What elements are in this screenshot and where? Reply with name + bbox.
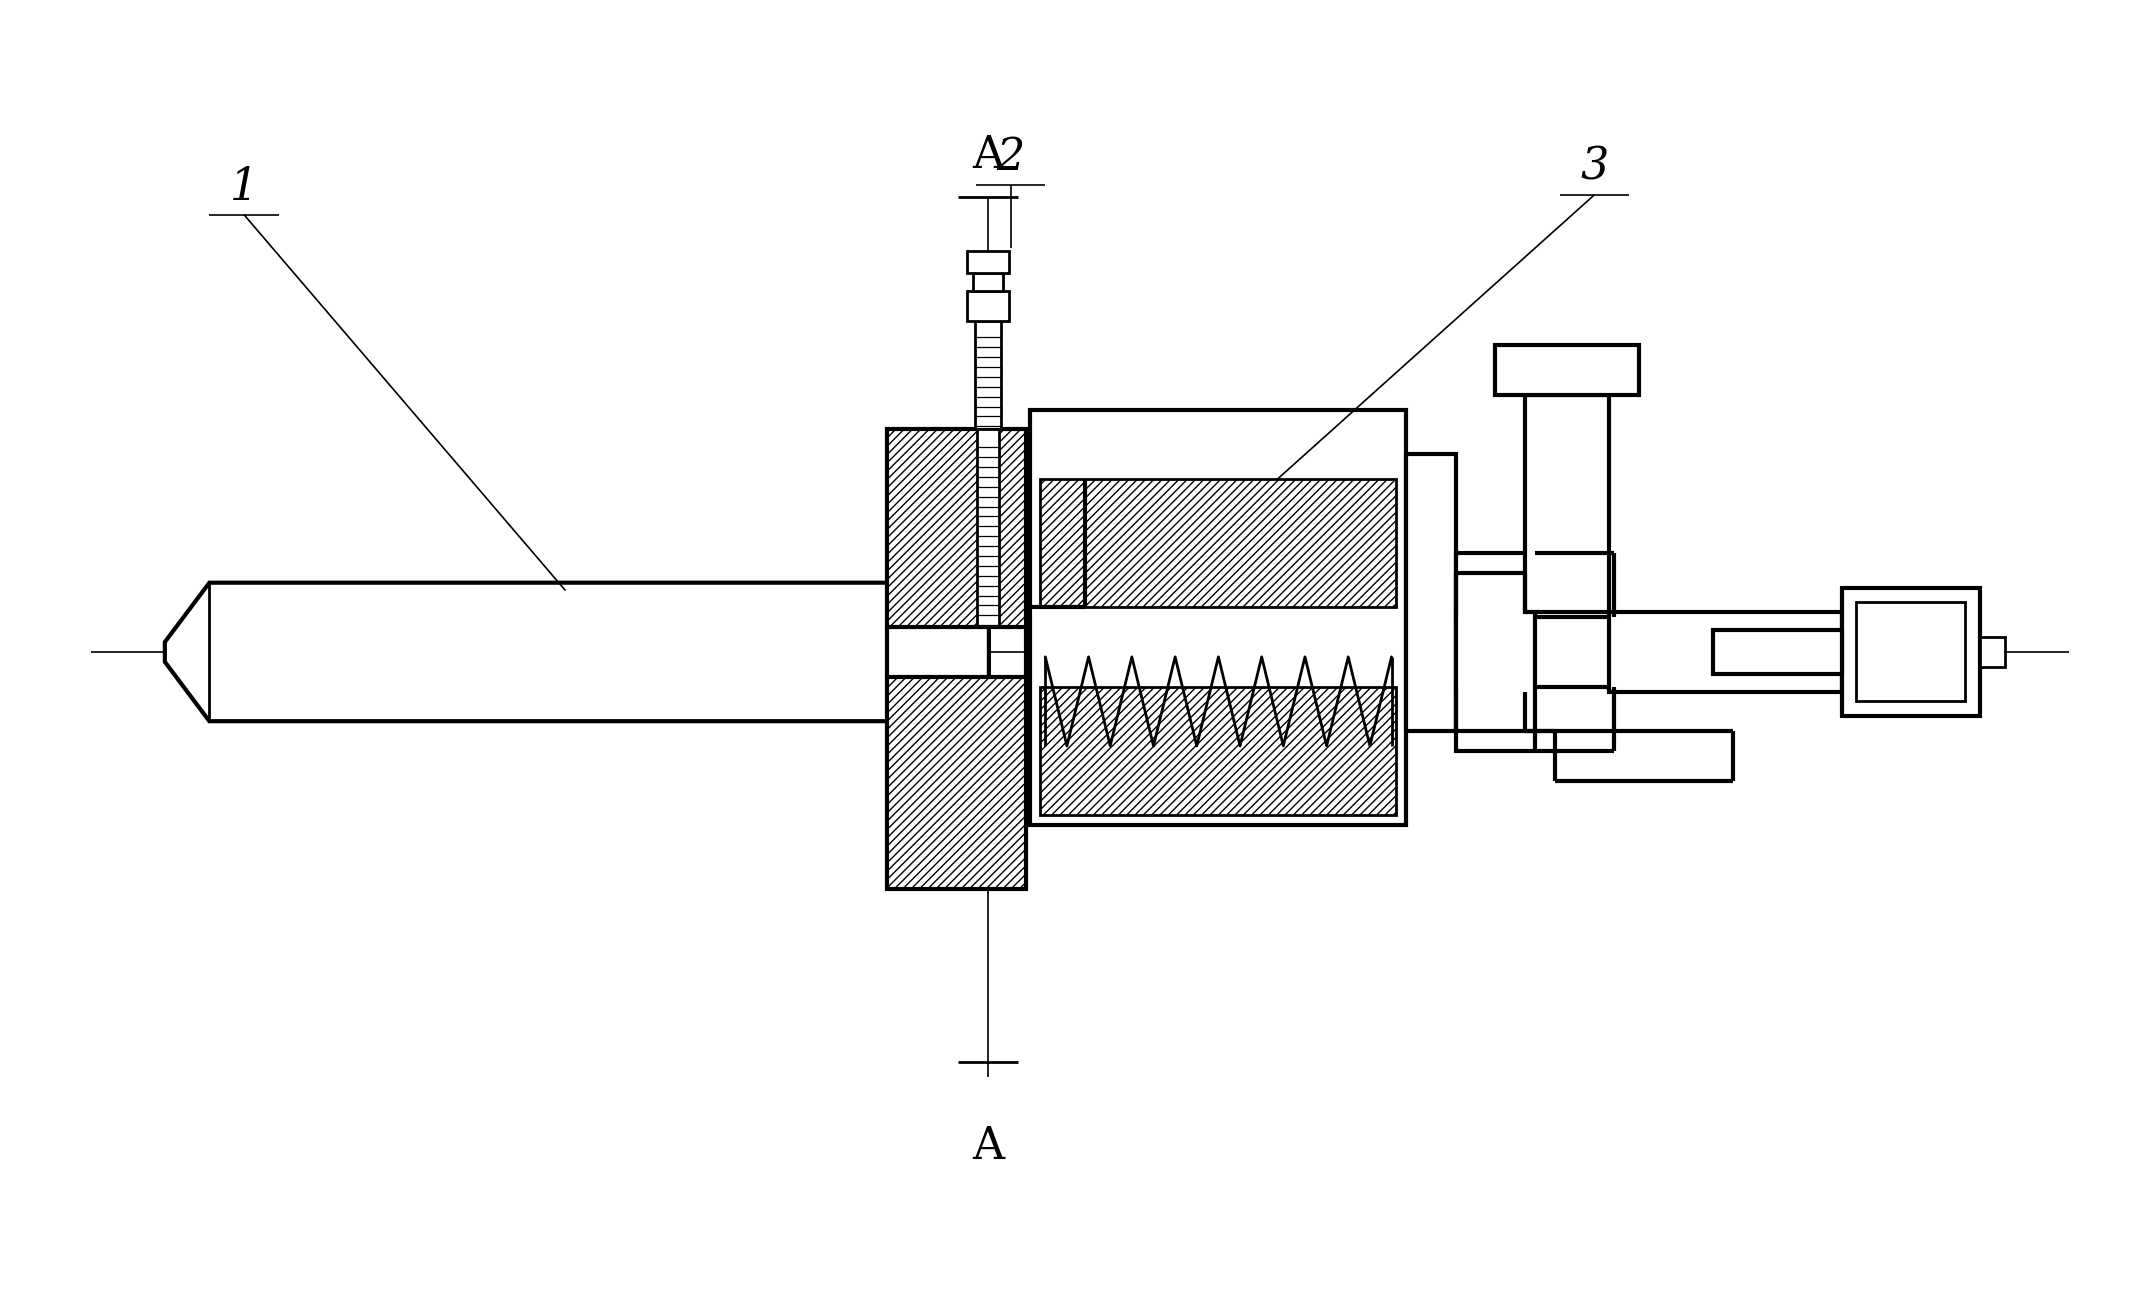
Text: 2: 2 — [997, 136, 1025, 178]
Text: 3: 3 — [1580, 146, 1608, 189]
Bar — [1040, 686, 1396, 815]
Bar — [978, 429, 999, 627]
Bar — [888, 429, 1025, 627]
Text: A: A — [971, 1125, 1003, 1168]
Bar — [888, 677, 1025, 889]
Bar — [1857, 602, 1966, 702]
Polygon shape — [165, 583, 988, 721]
Bar — [1456, 553, 1535, 751]
Bar — [976, 320, 1001, 429]
Bar — [1981, 637, 2005, 667]
Bar — [967, 291, 1008, 320]
Bar — [1040, 479, 1396, 607]
Bar — [1713, 630, 1842, 673]
Bar — [967, 251, 1008, 273]
Bar — [1524, 395, 1610, 612]
Text: A: A — [971, 134, 1003, 177]
Bar — [1494, 345, 1638, 395]
Bar — [1406, 453, 1456, 731]
Bar — [1031, 410, 1406, 826]
Text: 1: 1 — [229, 165, 257, 208]
Bar — [1456, 618, 1614, 686]
Bar — [1842, 588, 1981, 716]
Bar — [973, 273, 1003, 291]
Bar — [1610, 612, 1842, 691]
